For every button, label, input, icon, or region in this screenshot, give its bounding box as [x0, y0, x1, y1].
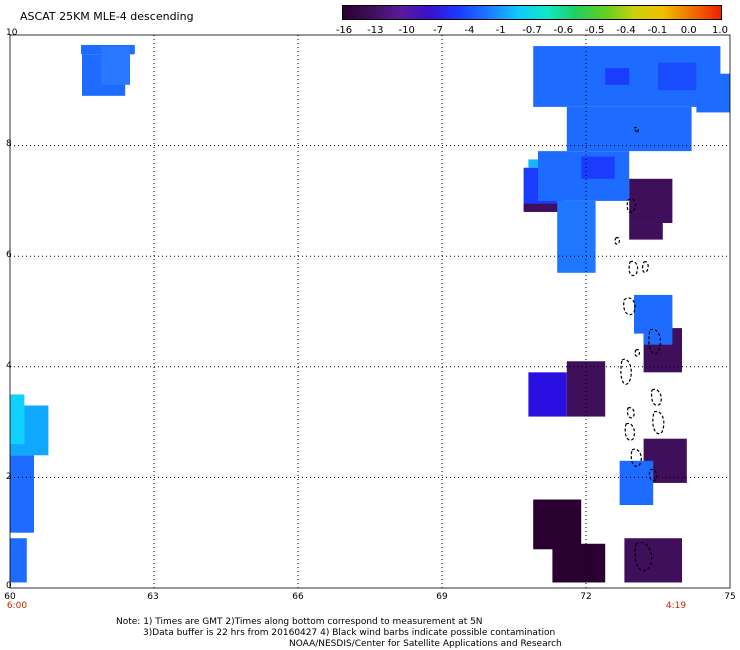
colorbar-tick-label: -0.4: [616, 25, 636, 36]
data-cell: [619, 460, 654, 506]
colorbar-tick-label: -0.6: [553, 25, 574, 36]
data-cell: [101, 46, 130, 85]
data-cell: [581, 156, 615, 179]
data-cell: [557, 200, 596, 273]
data-cell: [10, 538, 27, 583]
data-cell: [10, 394, 25, 445]
island-outline: [652, 410, 665, 435]
island-outline: [648, 328, 662, 355]
island-outline: [626, 198, 637, 213]
data-cell: [658, 62, 697, 91]
map-title: ASCAT 25KM MLE-4 descending: [20, 10, 194, 23]
colorbar-tick-label: -1: [495, 25, 506, 36]
note-line-2: 3)Data buffer is 22 hrs from 20160427 4)…: [143, 628, 556, 638]
colorbar-tick-label: -0.7: [522, 25, 542, 36]
y-tick-label-10: 10: [6, 28, 18, 38]
y-tick-label-4: 4: [6, 361, 12, 371]
colorbar-tick-label: 1.0: [712, 25, 728, 36]
y-tick-label-0: 0: [6, 581, 12, 591]
plot-frame: [9, 34, 731, 589]
data-cell: [533, 499, 582, 550]
island-outline: [633, 126, 639, 134]
data-cell: [552, 543, 606, 583]
island-outline: [626, 407, 635, 419]
island-outline: [650, 388, 662, 406]
colorbar-tick-label: -10: [398, 25, 415, 36]
island-outline: [628, 260, 639, 277]
colorbar-tick-label: -13: [367, 25, 384, 36]
colorbar-tick-label: -0.1: [647, 25, 668, 36]
data-cell: [528, 372, 567, 417]
data-cell: [523, 203, 562, 212]
data-cell: [10, 455, 34, 533]
x-tick-label-63: 63: [147, 592, 159, 602]
data-cell: [696, 73, 730, 113]
y-tick-label-2: 2: [6, 472, 12, 482]
island-outline: [641, 261, 649, 273]
island-outline: [614, 236, 621, 245]
x-tick-label-69: 69: [436, 592, 448, 602]
data-cell: [566, 361, 606, 417]
data-cell: [629, 223, 663, 240]
x-tick-label-66: 66: [292, 592, 304, 602]
island-outline: [620, 358, 632, 385]
colorbar-tick-label: -0.5: [584, 25, 605, 36]
island-outline: [634, 541, 653, 572]
data-cell: [624, 538, 682, 583]
colorbar-tick-label: -16: [335, 25, 353, 36]
x-tick-label-60: 60: [4, 592, 16, 602]
colorbar-tick-label: 0.0: [680, 25, 697, 36]
data-cell: [605, 68, 630, 85]
data-cell: [629, 178, 673, 224]
time-label-left: 6:00: [6, 601, 28, 611]
colorbar-ticks: -16 -13 -10 -7 -4 -1 -0.7 -0.6 -0.5 -0.4 -0.1 0.0 1.…: [330, 25, 740, 39]
y-tick-label-6: 6: [6, 250, 12, 260]
colorbar-tick-label: -4: [464, 25, 475, 36]
time-label-right: 4:19: [665, 601, 687, 611]
y-tick-label-8: 8: [6, 139, 12, 149]
colorbar: [342, 5, 722, 20]
island-outline: [624, 422, 636, 441]
note-line-3: NOAA/NESDIS/Center for Satellite Applica…: [289, 639, 562, 649]
data-cell: [566, 106, 692, 152]
colorbar-tick-label: -7: [433, 25, 443, 36]
island-outline: [648, 468, 658, 482]
island-outline: [630, 448, 642, 467]
data-cell: [528, 159, 543, 168]
island-outline: [623, 297, 636, 316]
island-outline: [634, 348, 641, 357]
x-tick-label-75: 75: [724, 592, 736, 602]
note-line-1: Note: 1) Times are GMT 2)Times along bot…: [116, 617, 483, 627]
x-tick-label-72: 72: [580, 592, 592, 602]
